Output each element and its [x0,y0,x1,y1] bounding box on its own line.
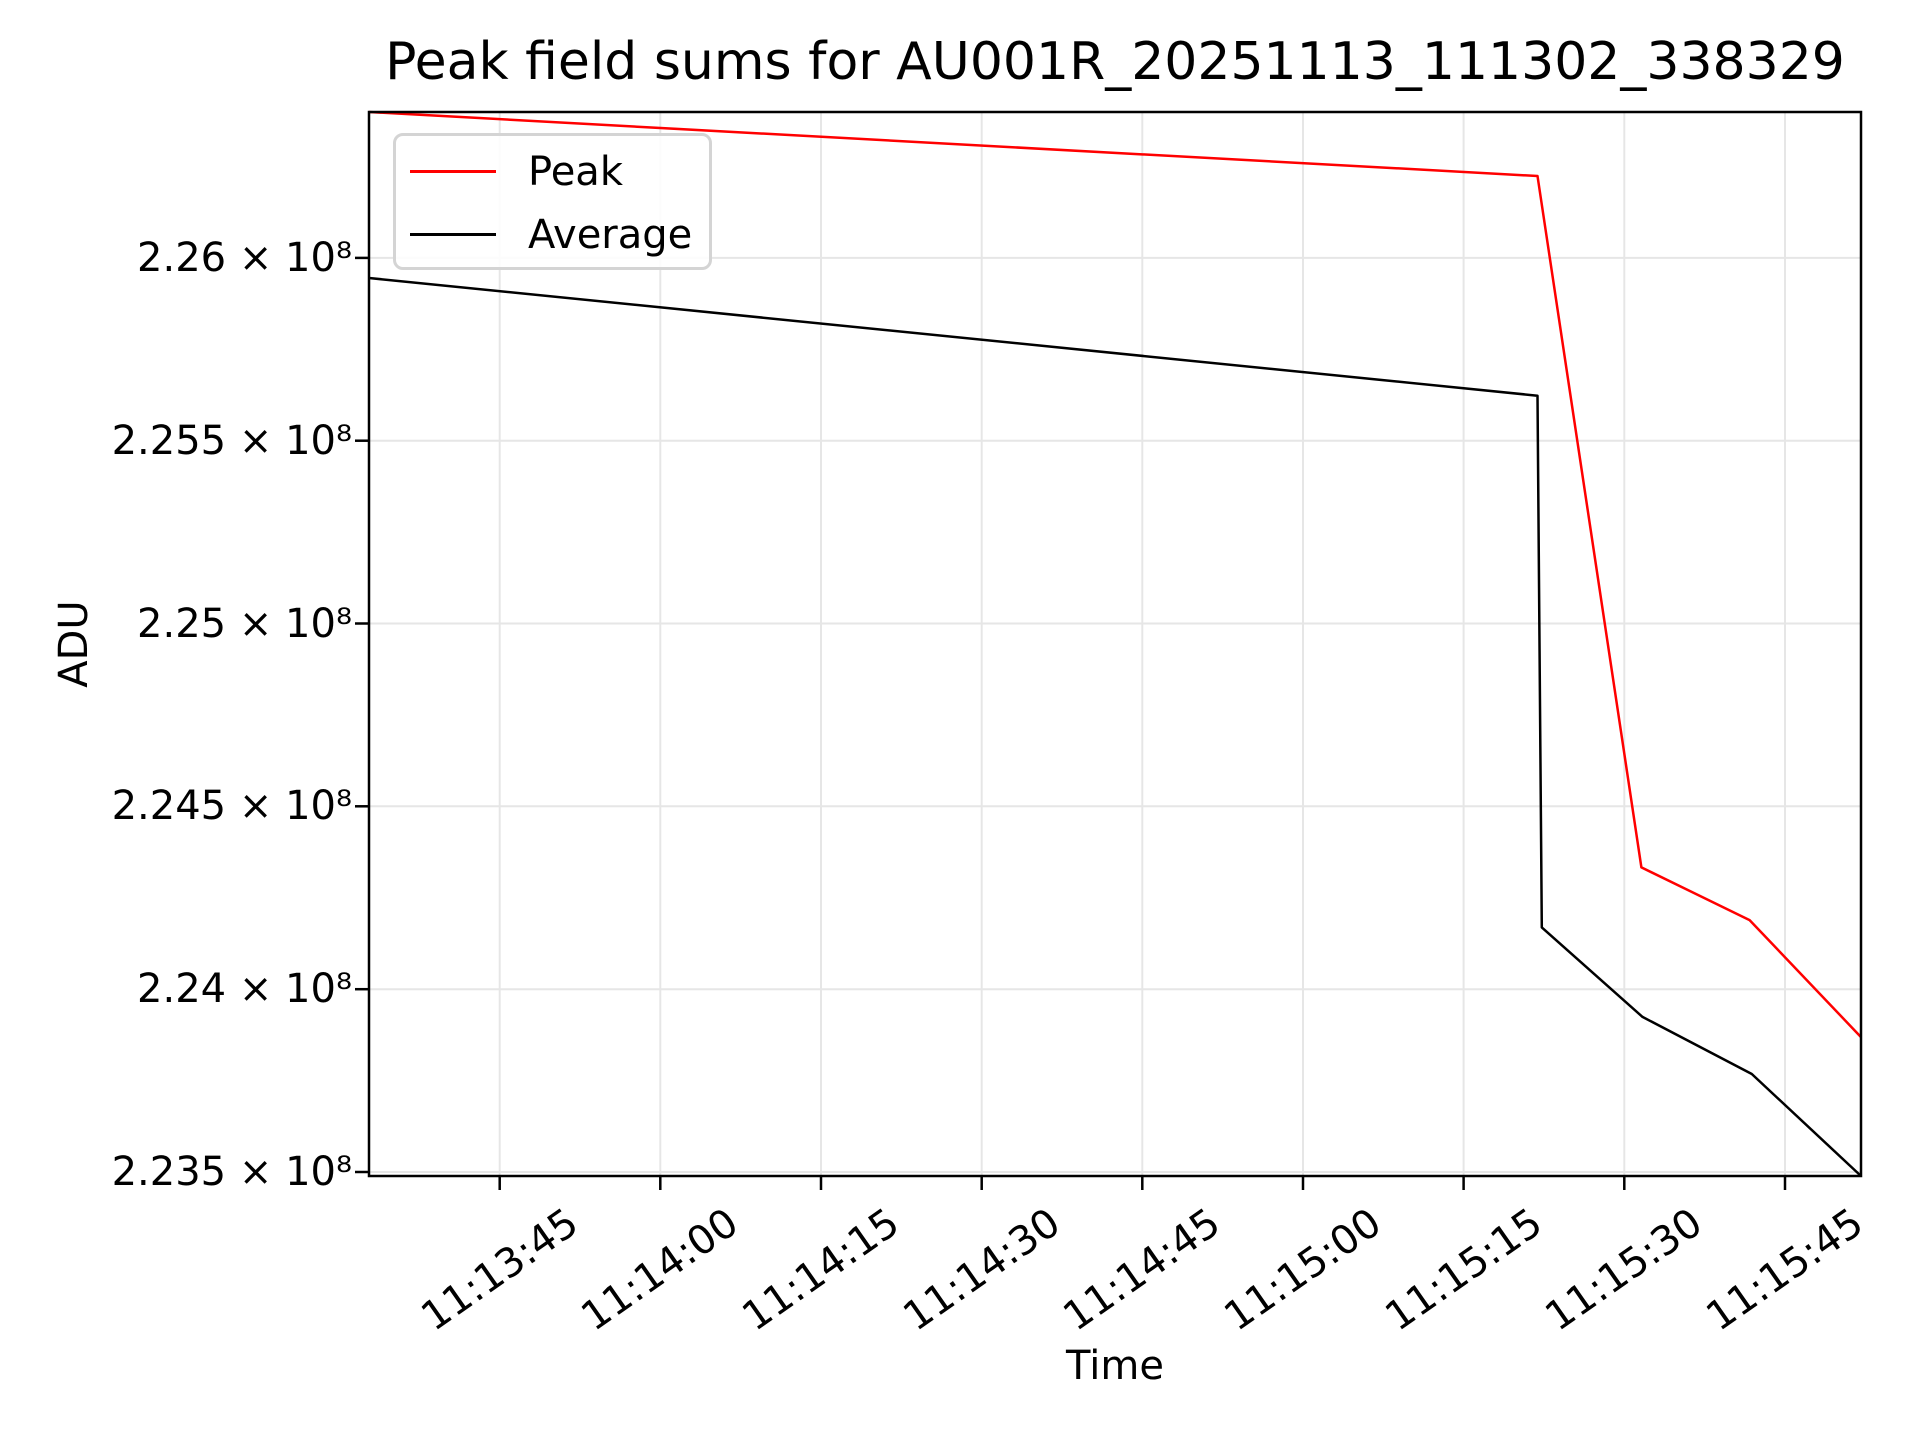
legend-label-peak: Peak [528,148,623,195]
legend-entry-average: Average [410,203,709,266]
y-tick-label: 2.25 × 10⁸ [137,600,352,647]
average-line-swatch [410,233,496,236]
peak-line-swatch [410,170,496,173]
legend: Peak Average [393,133,712,270]
y-axis-label: ADU [51,600,97,688]
y-tick-label: 2.255 × 10⁸ [111,417,352,464]
y-tick-label: 2.235 × 10⁸ [111,1149,352,1195]
legend-label-average: Average [528,211,693,258]
x-axis-label: Time [1066,1343,1164,1389]
y-tick-label: 2.245 × 10⁸ [111,783,352,830]
y-tick-label: 2.24 × 10⁸ [137,966,352,1013]
y-tick-label: 2.26 × 10⁸ [137,234,352,281]
legend-entry-peak: Peak [410,140,709,203]
chart-title: Peak field sums for AU001R_20251113_1113… [385,32,1845,92]
